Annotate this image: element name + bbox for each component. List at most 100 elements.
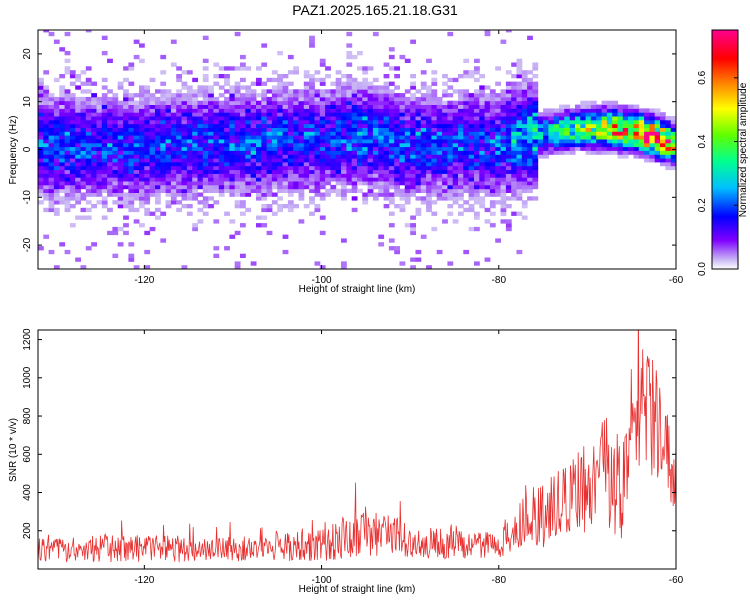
- heatmap-cell: [325, 158, 331, 163]
- heatmap-cell: [442, 154, 448, 159]
- heatmap-cell: [383, 188, 390, 193]
- heatmap-cell: [394, 165, 400, 171]
- heatmap-cell: [606, 135, 613, 140]
- heatmap-cell: [197, 135, 204, 140]
- heatmap-cell: [458, 142, 464, 148]
- heatmap-cell: [213, 188, 220, 193]
- heatmap-cell: [133, 139, 140, 144]
- heatmap-cell: [160, 211, 167, 216]
- heatmap-cell: [447, 177, 454, 182]
- heatmap-cell: [516, 89, 523, 94]
- heatmap-cell: [117, 146, 124, 151]
- heatmap-cell: [458, 177, 464, 182]
- heatmap-cell: [64, 139, 71, 144]
- heatmap-cell: [287, 96, 294, 102]
- heatmap-cell: [436, 108, 443, 113]
- heatmap-cell: [123, 93, 129, 98]
- heatmap-cell: [202, 196, 209, 201]
- heatmap-cell: [383, 142, 390, 148]
- heatmap-cell: [511, 123, 517, 128]
- heatmap-cell: [107, 158, 113, 163]
- heatmap-cell: [240, 188, 246, 193]
- heatmap-cell: [43, 150, 50, 155]
- heatmap-cell: [505, 173, 512, 178]
- heatmap-cell: [123, 204, 129, 209]
- heatmap-cell: [282, 154, 289, 159]
- heatmap-cell: [399, 150, 406, 155]
- heatmap-cell: [351, 127, 358, 132]
- heatmap-cell: [240, 184, 246, 190]
- heatmap-cell: [176, 188, 182, 193]
- heatmap-cell: [170, 127, 177, 132]
- heatmap-cell: [431, 123, 438, 128]
- heatmap-cell: [266, 139, 273, 144]
- heatmap-cell: [287, 173, 294, 178]
- heatmap-cell: [309, 173, 315, 178]
- heatmap-cell: [357, 108, 363, 113]
- heatmap-cell: [59, 116, 66, 121]
- heatmap-cell: [436, 154, 443, 159]
- heatmap-cell: [155, 119, 161, 125]
- heatmap-cell: [38, 119, 44, 125]
- heatmap-cell: [458, 96, 464, 102]
- heatmap-cell: [351, 139, 358, 144]
- heatmap-cell: [277, 188, 283, 193]
- heatmap-cell: [330, 104, 337, 109]
- heatmap-cell: [234, 192, 241, 197]
- heatmap-cell: [85, 158, 92, 163]
- heatmap-cell: [176, 108, 182, 113]
- heatmap-cell: [452, 150, 459, 155]
- heatmap-cell: [170, 135, 177, 140]
- heatmap-cell: [181, 81, 188, 86]
- heatmap-cell: [505, 100, 512, 105]
- heatmap-cell: [38, 81, 44, 86]
- heatmap-cell: [123, 116, 129, 121]
- heatmap-cell: [527, 196, 533, 201]
- heatmap-cell: [43, 89, 50, 94]
- heatmap-cell: [489, 123, 496, 128]
- heatmap-cell: [553, 146, 560, 151]
- heatmap-cell: [442, 142, 448, 148]
- heatmap-cell: [463, 104, 470, 109]
- heatmap-cell: [590, 119, 597, 125]
- heatmap-cell: [606, 116, 613, 121]
- heatmap-cell: [468, 158, 475, 163]
- heatmap-cell: [282, 142, 289, 148]
- heatmap-cell: [112, 100, 119, 105]
- heatmap-cell: [155, 142, 161, 148]
- heatmap-cell: [309, 96, 315, 102]
- heatmap-cell: [287, 100, 294, 105]
- heatmap-cell: [495, 119, 501, 125]
- heatmap-cell: [601, 100, 608, 105]
- heatmap-cell: [638, 112, 645, 117]
- heatmap-cell: [282, 135, 289, 140]
- heatmap-cell: [660, 135, 666, 140]
- heatmap-cell: [303, 119, 310, 125]
- heatmap-cell: [378, 112, 385, 117]
- heatmap-cell: [564, 131, 571, 136]
- heatmap-cell: [357, 51, 363, 56]
- heatmap-cell: [69, 150, 76, 155]
- heatmap-cell: [527, 139, 533, 144]
- heatmap-cell: [101, 165, 108, 171]
- heatmap-cell: [314, 135, 321, 140]
- heatmap-cell: [144, 169, 151, 174]
- heatmap-cell: [85, 123, 92, 128]
- heatmap-cell: [665, 165, 672, 171]
- heatmap-cell: [234, 161, 241, 167]
- heatmap-cell: [351, 93, 358, 98]
- heatmap-cell: [325, 169, 331, 174]
- heatmap-cell: [197, 184, 204, 190]
- heatmap-cell: [256, 181, 262, 186]
- heatmap-cell: [149, 192, 156, 197]
- heatmap-cell: [218, 116, 225, 121]
- heatmap-cell: [388, 66, 395, 71]
- heatmap-cell: [64, 158, 71, 163]
- heatmap-cell: [410, 257, 416, 262]
- heatmap-cell: [330, 165, 337, 171]
- heatmap-cell: [59, 74, 66, 79]
- heatmap-cell: [69, 158, 76, 163]
- heatmap-cell: [261, 43, 268, 48]
- heatmap-cell: [383, 85, 390, 90]
- heatmap-cell: [160, 238, 167, 243]
